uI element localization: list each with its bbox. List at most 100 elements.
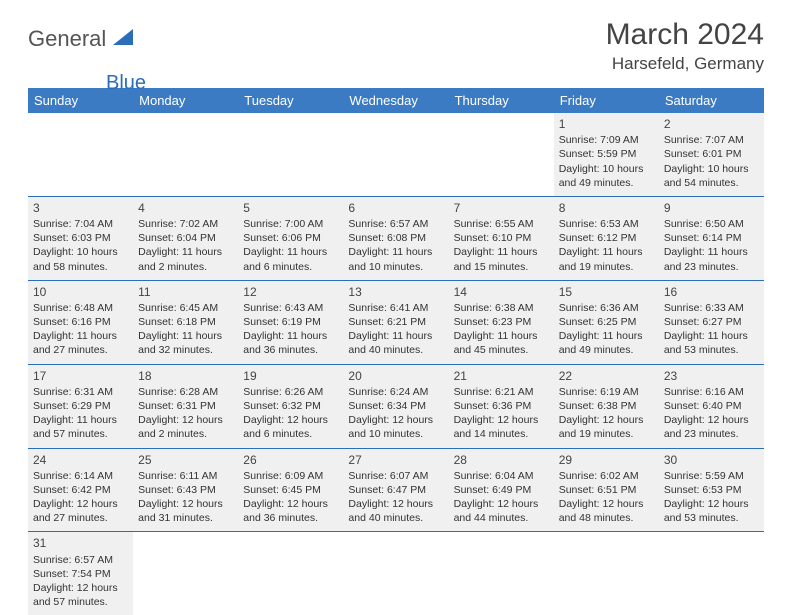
- sunset-text: Sunset: 7:54 PM: [33, 567, 128, 581]
- day-number: 19: [243, 368, 338, 384]
- calendar-table: SundayMondayTuesdayWednesdayThursdayFrid…: [28, 88, 764, 615]
- sunset-text: Sunset: 6:19 PM: [243, 315, 338, 329]
- daylight-text: Daylight: 12 hours and 40 minutes.: [348, 497, 443, 525]
- sunset-text: Sunset: 6:04 PM: [138, 231, 233, 245]
- daylight-text: Daylight: 10 hours and 58 minutes.: [33, 245, 128, 273]
- calendar-day-cell: 13Sunrise: 6:41 AMSunset: 6:21 PMDayligh…: [343, 280, 448, 364]
- daylight-text: Daylight: 11 hours and 27 minutes.: [33, 329, 128, 357]
- sunrise-text: Sunrise: 6:11 AM: [138, 469, 233, 483]
- day-number: 4: [138, 200, 233, 216]
- daylight-text: Daylight: 12 hours and 19 minutes.: [559, 413, 654, 441]
- daylight-text: Daylight: 12 hours and 2 minutes.: [138, 413, 233, 441]
- weekday-header: Saturday: [659, 88, 764, 113]
- day-number: 7: [454, 200, 549, 216]
- sunset-text: Sunset: 6:14 PM: [664, 231, 759, 245]
- sunrise-text: Sunrise: 6:09 AM: [243, 469, 338, 483]
- daylight-text: Daylight: 11 hours and 53 minutes.: [664, 329, 759, 357]
- daylight-text: Daylight: 12 hours and 48 minutes.: [559, 497, 654, 525]
- calendar-day-cell: 18Sunrise: 6:28 AMSunset: 6:31 PMDayligh…: [133, 364, 238, 448]
- sunset-text: Sunset: 6:27 PM: [664, 315, 759, 329]
- daylight-text: Daylight: 11 hours and 19 minutes.: [559, 245, 654, 273]
- daylight-text: Daylight: 12 hours and 27 minutes.: [33, 497, 128, 525]
- sunset-text: Sunset: 5:59 PM: [559, 147, 654, 161]
- calendar-day-cell: 10Sunrise: 6:48 AMSunset: 6:16 PMDayligh…: [28, 280, 133, 364]
- calendar-day-cell: 9Sunrise: 6:50 AMSunset: 6:14 PMDaylight…: [659, 196, 764, 280]
- sunrise-text: Sunrise: 6:57 AM: [348, 217, 443, 231]
- sunset-text: Sunset: 6:21 PM: [348, 315, 443, 329]
- calendar-day-cell: 20Sunrise: 6:24 AMSunset: 6:34 PMDayligh…: [343, 364, 448, 448]
- sunset-text: Sunset: 6:31 PM: [138, 399, 233, 413]
- day-number: 6: [348, 200, 443, 216]
- day-number: 13: [348, 284, 443, 300]
- sunset-text: Sunset: 6:49 PM: [454, 483, 549, 497]
- day-number: 26: [243, 452, 338, 468]
- calendar-empty-cell: [554, 532, 659, 615]
- daylight-text: Daylight: 12 hours and 31 minutes.: [138, 497, 233, 525]
- sunset-text: Sunset: 6:32 PM: [243, 399, 338, 413]
- sunset-text: Sunset: 6:34 PM: [348, 399, 443, 413]
- day-number: 21: [454, 368, 549, 384]
- sunrise-text: Sunrise: 5:59 AM: [664, 469, 759, 483]
- sunset-text: Sunset: 6:38 PM: [559, 399, 654, 413]
- logo-text-blue: Blue: [106, 72, 146, 95]
- sunrise-text: Sunrise: 6:31 AM: [33, 385, 128, 399]
- calendar-empty-cell: [238, 532, 343, 615]
- daylight-text: Daylight: 11 hours and 45 minutes.: [454, 329, 549, 357]
- sunset-text: Sunset: 6:25 PM: [559, 315, 654, 329]
- location-text: Harsefeld, Germany: [606, 54, 764, 74]
- day-number: 20: [348, 368, 443, 384]
- calendar-day-cell: 28Sunrise: 6:04 AMSunset: 6:49 PMDayligh…: [449, 448, 554, 532]
- month-title: March 2024: [606, 18, 764, 52]
- day-number: 17: [33, 368, 128, 384]
- calendar-day-cell: 31Sunrise: 6:57 AMSunset: 7:54 PMDayligh…: [28, 532, 133, 615]
- sunrise-text: Sunrise: 6:57 AM: [33, 553, 128, 567]
- calendar-day-cell: 7Sunrise: 6:55 AMSunset: 6:10 PMDaylight…: [449, 196, 554, 280]
- calendar-day-cell: 30Sunrise: 5:59 AMSunset: 6:53 PMDayligh…: [659, 448, 764, 532]
- sunrise-text: Sunrise: 6:28 AM: [138, 385, 233, 399]
- day-number: 3: [33, 200, 128, 216]
- day-number: 12: [243, 284, 338, 300]
- calendar-day-cell: 8Sunrise: 6:53 AMSunset: 6:12 PMDaylight…: [554, 196, 659, 280]
- calendar-row: 17Sunrise: 6:31 AMSunset: 6:29 PMDayligh…: [28, 364, 764, 448]
- daylight-text: Daylight: 12 hours and 6 minutes.: [243, 413, 338, 441]
- calendar-day-cell: 17Sunrise: 6:31 AMSunset: 6:29 PMDayligh…: [28, 364, 133, 448]
- sunrise-text: Sunrise: 6:48 AM: [33, 301, 128, 315]
- calendar-empty-cell: [343, 113, 448, 196]
- daylight-text: Daylight: 12 hours and 44 minutes.: [454, 497, 549, 525]
- weekday-header: Tuesday: [238, 88, 343, 113]
- day-number: 29: [559, 452, 654, 468]
- calendar-day-cell: 16Sunrise: 6:33 AMSunset: 6:27 PMDayligh…: [659, 280, 764, 364]
- sunset-text: Sunset: 6:01 PM: [664, 147, 759, 161]
- calendar-day-cell: 2Sunrise: 7:07 AMSunset: 6:01 PMDaylight…: [659, 113, 764, 196]
- sunset-text: Sunset: 6:03 PM: [33, 231, 128, 245]
- logo: General: [28, 26, 137, 52]
- daylight-text: Daylight: 11 hours and 15 minutes.: [454, 245, 549, 273]
- sunset-text: Sunset: 6:06 PM: [243, 231, 338, 245]
- sunrise-text: Sunrise: 6:02 AM: [559, 469, 654, 483]
- daylight-text: Daylight: 11 hours and 10 minutes.: [348, 245, 443, 273]
- calendar-day-cell: 26Sunrise: 6:09 AMSunset: 6:45 PMDayligh…: [238, 448, 343, 532]
- sunset-text: Sunset: 6:47 PM: [348, 483, 443, 497]
- daylight-text: Daylight: 11 hours and 32 minutes.: [138, 329, 233, 357]
- daylight-text: Daylight: 12 hours and 10 minutes.: [348, 413, 443, 441]
- sunrise-text: Sunrise: 6:26 AM: [243, 385, 338, 399]
- sunset-text: Sunset: 6:12 PM: [559, 231, 654, 245]
- sunrise-text: Sunrise: 6:16 AM: [664, 385, 759, 399]
- calendar-empty-cell: [449, 113, 554, 196]
- calendar-day-cell: 5Sunrise: 7:00 AMSunset: 6:06 PMDaylight…: [238, 196, 343, 280]
- weekday-header: Friday: [554, 88, 659, 113]
- sunset-text: Sunset: 6:10 PM: [454, 231, 549, 245]
- sunset-text: Sunset: 6:51 PM: [559, 483, 654, 497]
- sunrise-text: Sunrise: 6:45 AM: [138, 301, 233, 315]
- sunrise-text: Sunrise: 6:41 AM: [348, 301, 443, 315]
- calendar-row: 31Sunrise: 6:57 AMSunset: 7:54 PMDayligh…: [28, 532, 764, 615]
- sunset-text: Sunset: 6:40 PM: [664, 399, 759, 413]
- daylight-text: Daylight: 11 hours and 23 minutes.: [664, 245, 759, 273]
- title-block: March 2024 Harsefeld, Germany: [606, 18, 764, 74]
- daylight-text: Daylight: 12 hours and 36 minutes.: [243, 497, 338, 525]
- calendar-day-cell: 12Sunrise: 6:43 AMSunset: 6:19 PMDayligh…: [238, 280, 343, 364]
- sunrise-text: Sunrise: 6:43 AM: [243, 301, 338, 315]
- day-number: 5: [243, 200, 338, 216]
- calendar-empty-cell: [28, 113, 133, 196]
- sunrise-text: Sunrise: 6:04 AM: [454, 469, 549, 483]
